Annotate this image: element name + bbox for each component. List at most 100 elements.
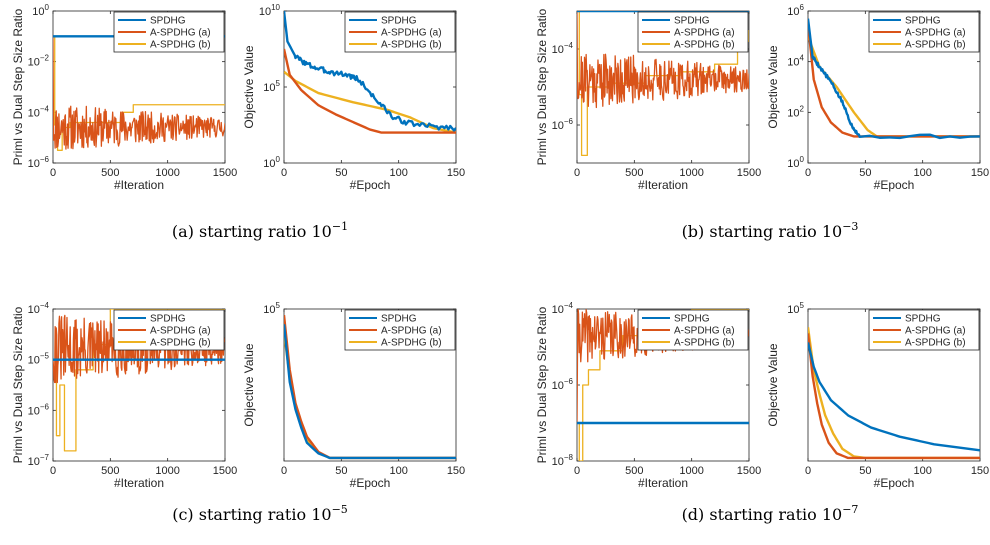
- x-tick-label: 1500: [737, 465, 761, 477]
- x-tick-label: 50: [335, 465, 347, 477]
- chart-d-left: 0 500 1000 1500 10−4 10−6 10−8 #Iteration Priml …: [535, 301, 761, 490]
- y-tick-label: 10−6: [28, 402, 50, 417]
- legend-entry: A-SPDHG (a): [381, 326, 442, 337]
- y-tick-label: 105: [263, 79, 280, 94]
- y-axis-label: Priml vs Dual Step Size Ratio: [535, 8, 549, 165]
- series-line-a-spdhg-a-: [808, 333, 980, 460]
- x-tick-label: 100: [913, 167, 931, 179]
- x-axis-label: #Iteration: [114, 178, 164, 192]
- x-tick-label: 0: [281, 167, 287, 179]
- x-axis-label: #Epoch: [874, 178, 915, 192]
- x-tick-label: 1000: [679, 167, 703, 179]
- y-axis-label: Objective Value: [242, 343, 256, 426]
- chart-b-right: 0 50 100 150 100 102 104 106 #Epoch Objective Val…: [766, 3, 989, 192]
- series-group: [577, 11, 749, 157]
- series-group: [808, 18, 980, 140]
- x-tick-label: 1000: [679, 465, 703, 477]
- x-tick-label: 150: [447, 167, 465, 179]
- x-axis-label: #Iteration: [114, 476, 164, 490]
- x-tick-label: 1000: [155, 167, 179, 179]
- y-tick-label: 100: [787, 155, 804, 170]
- legend-entry: A-SPDHG (b): [674, 40, 735, 51]
- chart-c-left: 0 500 1000 1500 10−4 10−5 10−6 10−7 #Iteration Pr…: [11, 301, 237, 490]
- y-tick-label: 102: [787, 104, 804, 119]
- x-axis-label: #Epoch: [350, 178, 391, 192]
- series-group: [284, 314, 456, 460]
- subfigure-caption: (c) starting ratio 10−5: [172, 503, 348, 524]
- y-tick-label: 10−6: [552, 377, 574, 392]
- x-tick-label: 0: [574, 465, 580, 477]
- legend-entry: A-SPDHG (a): [381, 28, 442, 39]
- x-tick-label: 150: [971, 167, 989, 179]
- x-tick-label: 50: [859, 167, 871, 179]
- y-tick-label: 100: [263, 155, 280, 170]
- legend-entry: A-SPDHG (a): [905, 326, 966, 337]
- y-tick-label: 1010: [259, 3, 281, 18]
- x-tick-label: 150: [447, 465, 465, 477]
- y-tick-label: 10−4: [552, 41, 574, 56]
- x-tick-label: 1500: [213, 465, 237, 477]
- x-tick-label: 0: [805, 167, 811, 179]
- legend-entry: A-SPDHG (a): [674, 326, 735, 337]
- y-tick-label: 10−4: [28, 104, 50, 119]
- x-tick-label: 0: [574, 167, 580, 179]
- captions: (a) starting ratio 10−1 (b) starting rati…: [172, 220, 859, 524]
- legend-entry: SPDHG: [381, 314, 417, 325]
- series-line-spdhg: [808, 342, 980, 452]
- series-line-spdhg: [284, 324, 456, 460]
- series-group: [808, 327, 980, 460]
- y-tick-label: 105: [787, 301, 804, 316]
- y-axis-label: Objective Value: [242, 45, 256, 128]
- series-line-a-spdhg-b-: [284, 70, 456, 134]
- y-tick-label: 10−6: [28, 155, 50, 170]
- x-tick-label: 0: [50, 465, 56, 477]
- x-tick-label: 100: [913, 465, 931, 477]
- legend-entry: A-SPDHG (b): [674, 338, 735, 349]
- series-line-a-spdhg-a-: [577, 11, 749, 109]
- series-group: [284, 11, 456, 134]
- y-axis-label: Objective Value: [766, 45, 780, 128]
- legend-entry: SPDHG: [905, 314, 941, 325]
- x-tick-label: 0: [50, 167, 56, 179]
- x-tick-label: 500: [625, 465, 643, 477]
- x-tick-label: 500: [101, 465, 119, 477]
- subfigure-caption: (d) starting ratio 10−7: [682, 503, 859, 524]
- y-tick-label: 10−4: [552, 301, 574, 316]
- legend-entry: SPDHG: [381, 16, 417, 27]
- x-tick-label: 1000: [155, 465, 179, 477]
- legend-entry: A-SPDHG (b): [905, 40, 966, 51]
- chart-b-left: 0 500 1000 1500 10−4 10−6 #Iteration Priml vs D…: [535, 8, 761, 192]
- x-axis-label: #Iteration: [638, 476, 688, 490]
- x-tick-label: 0: [281, 465, 287, 477]
- x-tick-label: 150: [971, 465, 989, 477]
- y-tick-label: 104: [787, 54, 804, 69]
- x-tick-label: 1500: [213, 167, 237, 179]
- y-tick-label: 10−2: [28, 54, 50, 69]
- x-axis-label: #Epoch: [350, 476, 391, 490]
- x-tick-label: 100: [389, 167, 407, 179]
- x-tick-label: 500: [625, 167, 643, 179]
- subfigure-caption: (a) starting ratio 10−1: [172, 220, 348, 241]
- y-tick-label: 105: [263, 301, 280, 316]
- y-axis-label: Priml vs Dual Step Size Ratio: [11, 306, 25, 463]
- legend-entry: SPDHG: [674, 314, 710, 325]
- subfigure-caption: (b) starting ratio 10−3: [682, 220, 859, 241]
- legend-entry: A-SPDHG (a): [150, 28, 211, 39]
- x-tick-label: 50: [335, 167, 347, 179]
- legend-entry: A-SPDHG (b): [150, 338, 211, 349]
- legend-entry: SPDHG: [674, 16, 710, 27]
- legend-entry: A-SPDHG (b): [381, 338, 442, 349]
- y-tick-label: 10−8: [552, 453, 574, 468]
- legend-entry: A-SPDHG (b): [150, 40, 211, 51]
- y-tick-label: 10−4: [28, 301, 50, 316]
